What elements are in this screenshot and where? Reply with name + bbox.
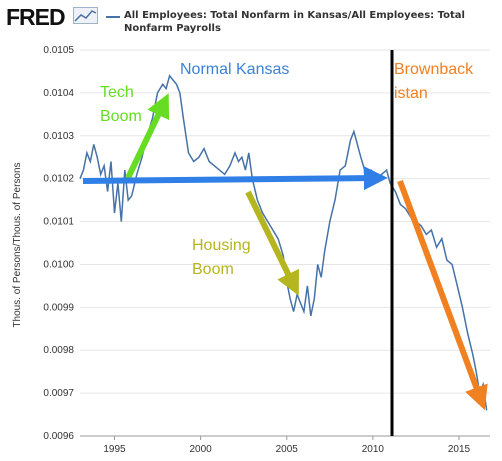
fred-logo: FRED — [6, 4, 66, 30]
y-tick-label: 0.0104 — [43, 88, 74, 99]
y-tick-label: 0.0103 — [43, 131, 74, 142]
legend-swatch — [106, 16, 120, 18]
y-tick-label: 0.0098 — [43, 345, 74, 356]
annotation-brownback: Brownback — [394, 61, 474, 78]
y-tick-label: 0.0099 — [43, 302, 74, 313]
chart-header: FRED All Employees: Total Nonfarm in Kan… — [0, 0, 502, 40]
y-tick-label: 0.0100 — [43, 259, 74, 270]
x-tick-label: 2010 — [362, 444, 385, 455]
x-tick-label: 2000 — [189, 444, 212, 455]
y-axis-label: Thous. of Persons/Thous. of Persons — [12, 162, 23, 327]
annotation-normal-kansas: Normal Kansas — [180, 61, 289, 78]
x-tick-label: 2015 — [448, 444, 471, 455]
y-tick-label: 0.0102 — [43, 174, 74, 185]
y-tick-label: 0.0105 — [43, 45, 74, 56]
olive-arrow — [245, 190, 299, 296]
y-tick-label: 0.0096 — [43, 431, 74, 442]
legend-series-label: All Employees: Total Nonfarm in Kansas/A… — [124, 10, 465, 34]
green-arrow — [125, 93, 170, 180]
annotation-housing: Housing — [192, 237, 251, 254]
annotation-tech: Tech — [100, 84, 134, 101]
x-tick-label: 2005 — [276, 444, 299, 455]
annotation-housing-boom: Boom — [192, 261, 234, 278]
x-axis-ticks: 1995 2000 2005 2010 2015 — [80, 435, 490, 455]
blue-arrow — [82, 166, 388, 191]
orange-arrow — [397, 179, 488, 411]
y-axis-ticks: 0.0096 0.0097 0.0098 0.0099 0.0100 0.0101 0.01… — [43, 45, 74, 442]
fred-chart-icon — [73, 7, 98, 24]
annotation-tech-boom: Boom — [100, 108, 142, 125]
y-tick-label: 0.0097 — [43, 388, 74, 399]
annotation-istan: istan — [394, 85, 428, 102]
y-tick-label: 0.0101 — [43, 217, 74, 228]
x-tick-label: 1995 — [103, 444, 126, 455]
